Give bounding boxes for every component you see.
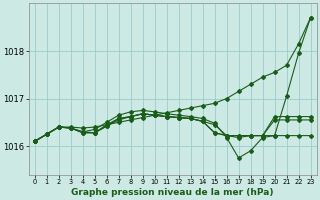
X-axis label: Graphe pression niveau de la mer (hPa): Graphe pression niveau de la mer (hPa): [71, 188, 274, 197]
